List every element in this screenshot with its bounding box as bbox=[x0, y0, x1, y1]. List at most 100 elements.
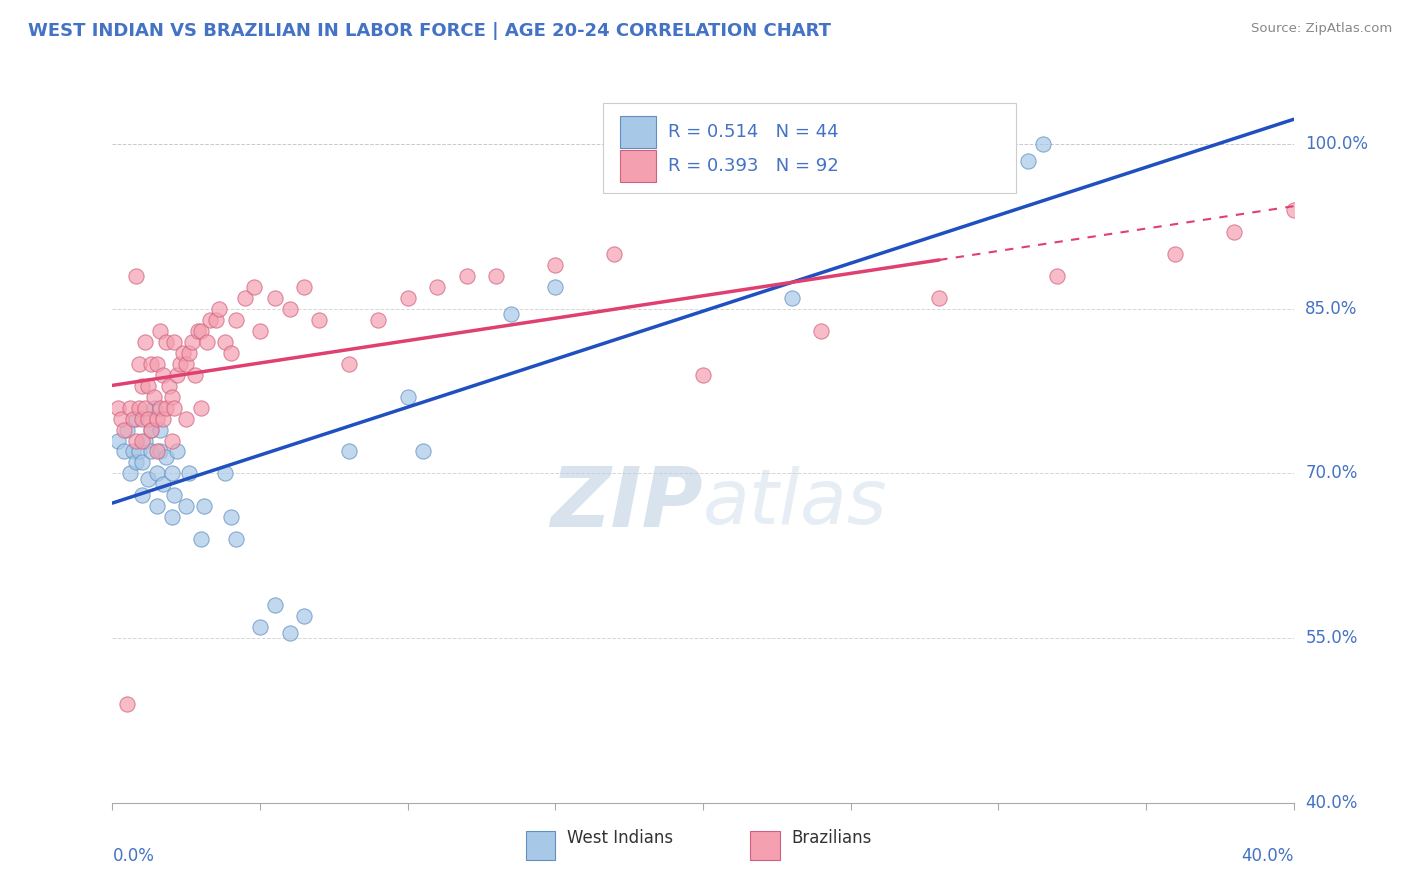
Point bbox=[172, 345, 194, 359]
Text: 55.0%: 55.0% bbox=[1305, 629, 1358, 647]
Point bbox=[190, 533, 212, 547]
Text: 85.0%: 85.0% bbox=[1305, 300, 1358, 318]
Point bbox=[166, 368, 188, 382]
Text: 70.0%: 70.0% bbox=[1305, 465, 1358, 483]
Point bbox=[112, 423, 135, 437]
Point bbox=[155, 450, 177, 464]
Point bbox=[120, 401, 142, 415]
Point bbox=[243, 280, 266, 294]
Point bbox=[134, 401, 156, 415]
FancyBboxPatch shape bbox=[620, 150, 655, 182]
Point bbox=[107, 401, 129, 415]
Point bbox=[198, 312, 221, 326]
Point bbox=[163, 488, 186, 502]
Point bbox=[249, 620, 271, 634]
Point bbox=[128, 357, 150, 371]
Point bbox=[190, 324, 212, 338]
Point bbox=[396, 291, 419, 305]
Point bbox=[163, 401, 186, 415]
Point bbox=[146, 467, 169, 481]
Point bbox=[1046, 268, 1069, 283]
Point bbox=[367, 312, 389, 326]
Point bbox=[193, 500, 215, 514]
Point bbox=[264, 598, 287, 612]
Point bbox=[122, 411, 145, 425]
Point bbox=[225, 312, 247, 326]
Point bbox=[292, 280, 315, 294]
Point bbox=[544, 258, 567, 272]
Point bbox=[278, 301, 301, 316]
Point bbox=[146, 411, 169, 425]
Point bbox=[181, 334, 204, 349]
Point bbox=[169, 357, 191, 371]
Point bbox=[603, 247, 626, 261]
Point bbox=[149, 444, 172, 458]
Point bbox=[780, 291, 803, 305]
Point bbox=[131, 378, 153, 392]
Point bbox=[292, 609, 315, 624]
Point bbox=[179, 467, 201, 481]
Point bbox=[1164, 247, 1187, 261]
Point bbox=[131, 411, 153, 425]
Point bbox=[1282, 202, 1305, 217]
Point bbox=[337, 444, 360, 458]
Point bbox=[214, 467, 236, 481]
Point bbox=[308, 312, 330, 326]
Point bbox=[157, 378, 180, 392]
Point bbox=[160, 434, 183, 448]
Text: 0.0%: 0.0% bbox=[112, 847, 155, 864]
Point bbox=[174, 411, 197, 425]
Text: 40.0%: 40.0% bbox=[1241, 847, 1294, 864]
Point bbox=[139, 357, 162, 371]
FancyBboxPatch shape bbox=[751, 831, 780, 860]
Point bbox=[152, 477, 174, 491]
Text: 100.0%: 100.0% bbox=[1305, 135, 1368, 153]
Point bbox=[149, 423, 172, 437]
Point bbox=[117, 697, 138, 711]
Point bbox=[174, 500, 197, 514]
Point bbox=[112, 444, 135, 458]
Point bbox=[125, 455, 148, 469]
Point bbox=[120, 467, 142, 481]
Point bbox=[142, 401, 165, 415]
Point bbox=[692, 368, 714, 382]
Text: R = 0.393   N = 92: R = 0.393 N = 92 bbox=[668, 157, 838, 175]
Point bbox=[426, 280, 449, 294]
Point bbox=[225, 533, 247, 547]
Point bbox=[1017, 153, 1039, 168]
Point bbox=[136, 472, 159, 486]
Text: 40.0%: 40.0% bbox=[1305, 794, 1358, 812]
Point bbox=[195, 334, 218, 349]
Point bbox=[160, 467, 183, 481]
Text: West Indians: West Indians bbox=[567, 830, 673, 847]
Text: R = 0.514   N = 44: R = 0.514 N = 44 bbox=[668, 123, 838, 141]
Point bbox=[233, 291, 256, 305]
Text: Brazilians: Brazilians bbox=[792, 830, 872, 847]
Point bbox=[136, 411, 159, 425]
Point bbox=[1032, 137, 1054, 152]
Point bbox=[187, 324, 209, 338]
Point bbox=[142, 390, 165, 404]
Point bbox=[134, 434, 156, 448]
Point bbox=[110, 411, 132, 425]
Point bbox=[264, 291, 287, 305]
Point bbox=[411, 444, 433, 458]
Text: ZIP: ZIP bbox=[550, 463, 703, 543]
Point bbox=[219, 510, 242, 524]
Point bbox=[160, 510, 183, 524]
Point bbox=[146, 357, 169, 371]
Point bbox=[149, 324, 172, 338]
Point bbox=[184, 368, 207, 382]
Point bbox=[146, 444, 169, 458]
Point bbox=[544, 280, 567, 294]
Point bbox=[122, 444, 145, 458]
Point bbox=[249, 324, 271, 338]
Point bbox=[152, 368, 174, 382]
Point bbox=[131, 455, 153, 469]
Point bbox=[128, 444, 150, 458]
Point bbox=[166, 444, 188, 458]
Point bbox=[152, 411, 174, 425]
Point bbox=[205, 312, 228, 326]
Text: WEST INDIAN VS BRAZILIAN IN LABOR FORCE | AGE 20-24 CORRELATION CHART: WEST INDIAN VS BRAZILIAN IN LABOR FORCE … bbox=[28, 22, 831, 40]
Point bbox=[155, 334, 177, 349]
